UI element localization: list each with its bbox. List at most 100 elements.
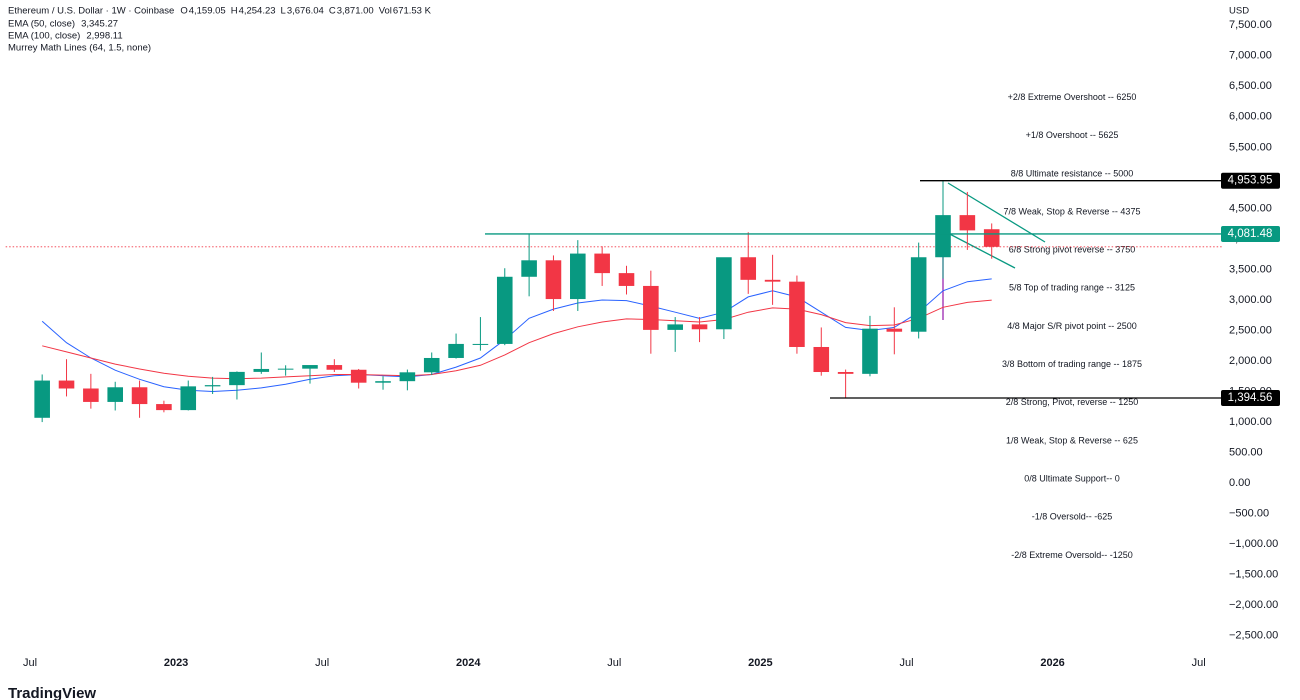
candle-body (886, 328, 903, 332)
price-box-label: 4,081.48 (1228, 228, 1273, 240)
candle-body (594, 253, 610, 274)
candle-body (34, 380, 50, 418)
x-tick-label: Jul (1192, 657, 1206, 669)
y-tick-label: 500.00 (1229, 447, 1263, 459)
candle-body (180, 386, 197, 411)
candle-body (862, 328, 878, 374)
x-tick-label: 2026 (1040, 657, 1064, 669)
candle-body (983, 229, 1000, 247)
murrey-label: -1/8 Oversold-- -625 (1032, 512, 1113, 522)
y-tick-label: 2,500.00 (1229, 324, 1272, 336)
candle-body (472, 343, 489, 345)
candle-body (837, 372, 854, 374)
y-tick-label: −2,500.00 (1229, 630, 1278, 642)
trend-line (941, 229, 1016, 269)
header-text: 3,871.00 (337, 6, 374, 17)
y-tick-label: 1,000.00 (1229, 416, 1272, 428)
header-text: C (329, 6, 336, 17)
price-box-label: 1,394.56 (1228, 392, 1273, 404)
price-box (1221, 225, 1280, 242)
murrey-label: -2/8 Extreme Oversold-- -1250 (1011, 550, 1133, 560)
header-text: EMA (50, close) (8, 19, 75, 30)
murrey-label: 3/8 Bottom of trading range -- 1875 (1002, 359, 1142, 369)
x-tick-label: 2025 (748, 657, 772, 669)
x-tick-label: Jul (315, 657, 329, 669)
murrey-label: 7/8 Weak, Stop & Reverse -- 4375 (1004, 206, 1141, 216)
candle-body (691, 324, 708, 330)
murrey-label: 6/8 Strong pivot reverse -- 3750 (1009, 245, 1136, 255)
y-tick-label: 0.00 (1229, 477, 1250, 489)
y-tick-label: −1,500.00 (1229, 569, 1278, 581)
candle-body (618, 273, 635, 286)
candle-body (740, 257, 757, 280)
y-tick-label: 7,000.00 (1229, 50, 1272, 62)
candle-body (764, 279, 781, 282)
price-box (1221, 172, 1280, 189)
x-tick-label: Jul (899, 657, 913, 669)
candle-body (789, 281, 805, 347)
header-text: 3,345.27 (81, 19, 118, 30)
candle-body (107, 387, 124, 402)
candle-body (667, 324, 683, 330)
candle-body (253, 368, 270, 372)
candle-body (399, 372, 416, 382)
header-text: 3,676.04 (287, 6, 324, 17)
candle-body (521, 260, 537, 277)
murrey-label: 0/8 Ultimate Support-- 0 (1024, 473, 1120, 483)
candle-body (496, 276, 513, 344)
header-text: Murrey Math Lines (64, 1.5, none) (8, 43, 151, 54)
candle-body (375, 381, 391, 383)
x-tick-label: 2024 (456, 657, 481, 669)
murrey-label: 1/8 Weak, Stop & Reverse -- 625 (1006, 435, 1138, 445)
currency: USD (1229, 6, 1249, 17)
header-text: 2,998.11 (86, 31, 122, 42)
candle-body (545, 260, 562, 300)
murrey-label: +1/8 Overshoot -- 5625 (1026, 130, 1119, 140)
price-box-label: 4,953.95 (1228, 175, 1273, 187)
y-tick-label: 6,000.00 (1229, 111, 1272, 123)
candle-body (423, 357, 440, 373)
brand: TradingView (8, 685, 96, 700)
candle-body (448, 343, 464, 358)
candle-body (643, 285, 659, 330)
y-tick-label: −2,000.00 (1229, 599, 1278, 611)
header-text: Ethereum / U.S. Dollar · 1W · Coinbase (8, 6, 174, 17)
y-tick-label: 5,500.00 (1229, 141, 1272, 153)
candle-body (204, 385, 221, 387)
candle-body (302, 365, 318, 369)
x-tick-label: Jul (23, 657, 37, 669)
header-text: H (231, 6, 238, 17)
ema-line (41, 278, 992, 393)
candle-body (83, 388, 99, 402)
murrey-label: 8/8 Ultimate resistance -- 5000 (1011, 168, 1134, 178)
y-tick-label: 2,000.00 (1229, 355, 1272, 367)
murrey-label: 4/8 Major S/R pivot point -- 2500 (1007, 321, 1137, 331)
candle-body (935, 215, 951, 258)
header-text: 4,159.05 (189, 6, 226, 17)
candle-body (229, 371, 245, 386)
header-text: Vol (379, 6, 392, 17)
y-tick-label: 3,000.00 (1229, 294, 1272, 306)
murrey-label: +2/8 Extreme Overshoot -- 6250 (1008, 92, 1137, 102)
header-text: 4,254.23 (239, 6, 276, 17)
candle-body (910, 257, 927, 332)
candle-body (959, 215, 976, 231)
candle-body (350, 369, 367, 383)
header-text: 671.53 K (393, 6, 432, 17)
header: Ethereum / U.S. Dollar · 1W · Coinbase O 4… (8, 6, 432, 54)
candle-body (131, 387, 148, 405)
candle-body (58, 380, 75, 389)
header-text: EMA (100, close) (8, 31, 80, 42)
candle-body (326, 365, 343, 370)
x-tick-label: Jul (607, 657, 621, 669)
candle-body (156, 404, 172, 411)
candle-body (570, 253, 586, 300)
candle-body (277, 368, 294, 370)
y-tick-label: 4,500.00 (1229, 202, 1272, 214)
y-tick-label: −500.00 (1229, 508, 1269, 520)
trend-line (947, 182, 1046, 243)
ema-line (42, 299, 992, 380)
header-text: L (281, 6, 286, 17)
